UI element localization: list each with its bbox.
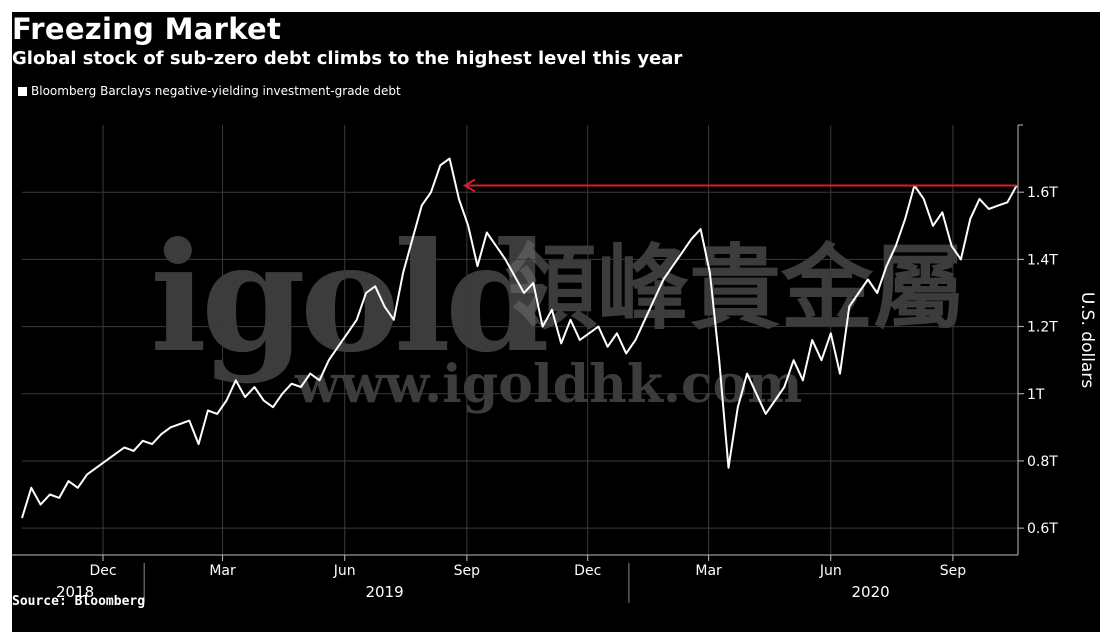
year-label: 2018	[56, 583, 94, 601]
x-tick-label: Sep	[454, 563, 481, 579]
watermark-url: www.igoldhk.com	[294, 354, 802, 415]
x-tick-label: Sep	[940, 563, 967, 579]
year-label: 2019	[365, 583, 403, 601]
y-tick-label: 1.4T	[1027, 252, 1058, 268]
y-tick-label: 1.6T	[1027, 185, 1058, 201]
y-tick-label: 1.2T	[1027, 320, 1058, 336]
watermark: igold 領峰貴金屬 www.igoldhk.com	[150, 210, 965, 415]
watermark-chinese: 領峰貴金屬	[505, 234, 965, 342]
chart-subtitle: Global stock of sub-zero debt climbs to …	[12, 48, 683, 69]
y-tick-label: 1T	[1027, 387, 1045, 403]
x-tick-label: Dec	[89, 563, 116, 579]
year-label: 2020	[851, 583, 889, 601]
x-tick-label: Dec	[574, 563, 601, 579]
series	[21, 157, 1018, 519]
annotation-arrow-head	[462, 178, 476, 193]
chart-title: Freezing Market	[12, 12, 282, 46]
legend: Bloomberg Barclays negative-yielding inv…	[18, 84, 401, 98]
y-tick-label: 0.8T	[1027, 454, 1058, 470]
x-tick-label: Jun	[333, 563, 356, 579]
y-tick-label: 0.6T	[1027, 521, 1058, 537]
axes	[12, 124, 1024, 603]
x-tick-label: Jun	[819, 563, 842, 579]
source-note: Source: Bloomberg	[12, 594, 146, 609]
legend-swatch	[18, 86, 27, 96]
x-tick-label: Mar	[209, 563, 236, 579]
axis-labels: 0.6T 0.8T 1T 1.2T 1.4T 1.6T U.S. dollars Dec Mar…	[56, 185, 1097, 601]
series-line	[21, 157, 1018, 519]
grid	[22, 125, 1018, 555]
y-axis-title: U.S. dollars	[1077, 292, 1097, 388]
legend-label: Bloomberg Barclays negative-yielding inv…	[31, 84, 401, 98]
x-tick-label: Mar	[695, 563, 722, 579]
annotations	[462, 178, 1017, 193]
